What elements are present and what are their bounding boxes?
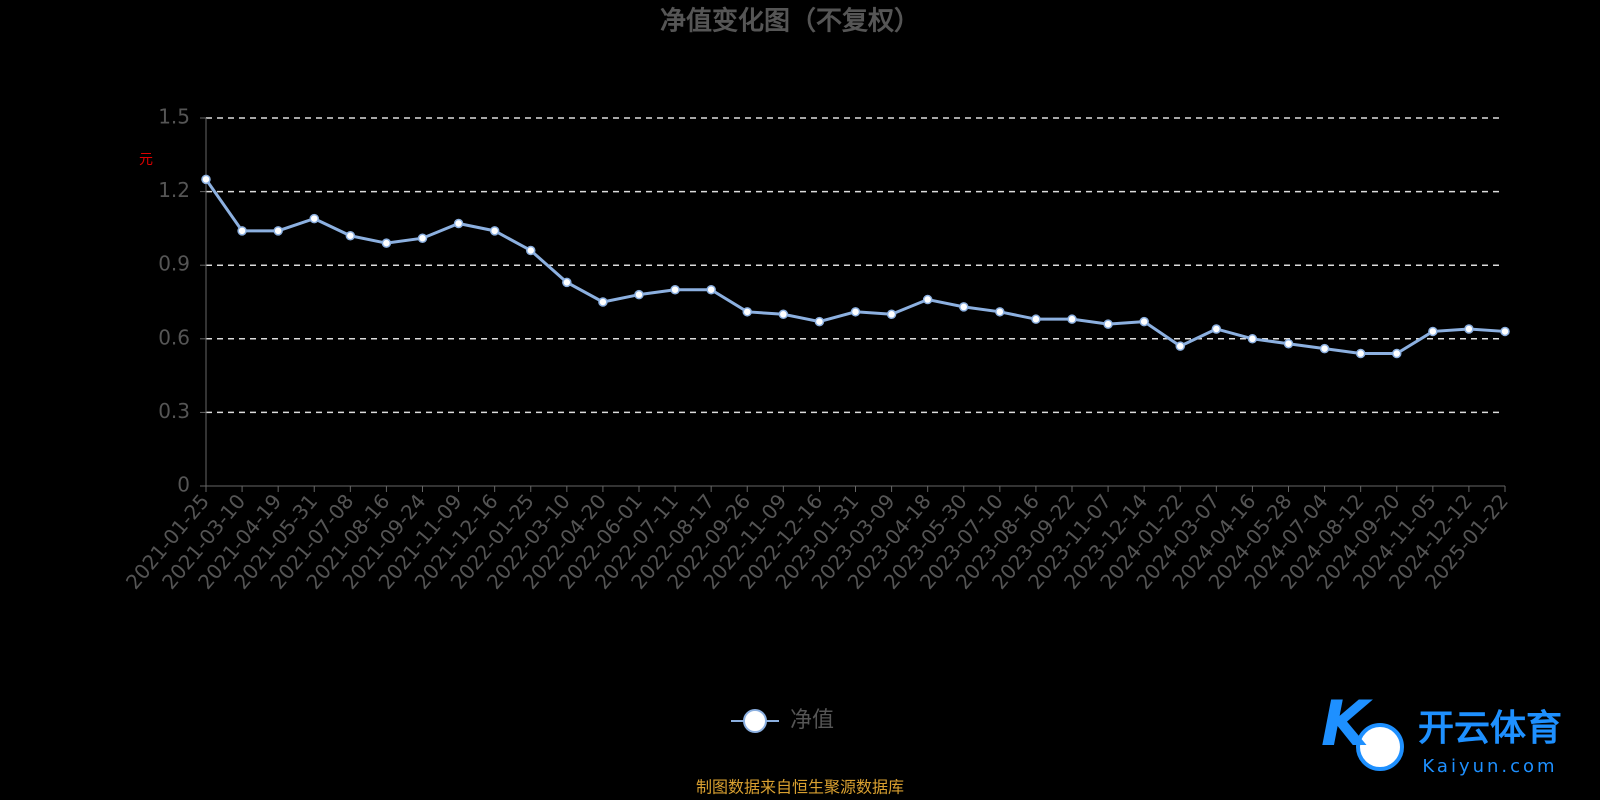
data-point (345, 231, 356, 241)
data-point (417, 233, 428, 243)
y-tick-label: 1.5 (158, 105, 190, 129)
data-point (1428, 326, 1438, 337)
data-point (959, 302, 969, 312)
data-point (1283, 338, 1294, 349)
data-point (309, 213, 319, 224)
data-point (1355, 348, 1366, 359)
data-point (995, 307, 1005, 317)
y-tick-label: 0.6 (158, 325, 190, 349)
data-point (237, 226, 247, 236)
y-axis-label: 元 (139, 152, 153, 168)
watermark-name: 开云体育 (1418, 708, 1562, 749)
data-point (489, 226, 500, 236)
data-point (1211, 324, 1222, 334)
data-point (598, 297, 608, 307)
data-point (201, 174, 211, 185)
data-point (922, 294, 933, 305)
data-point (706, 284, 716, 295)
data-point (526, 245, 536, 256)
watermark-site: Kaiyun.com (1422, 756, 1557, 777)
data-point (850, 307, 861, 317)
y-tick-label: 0.3 (158, 399, 190, 423)
data-point (742, 307, 752, 317)
data-point (1139, 316, 1149, 327)
data-point (273, 226, 283, 236)
watermark-k: K (1321, 687, 1373, 760)
data-line (204, 178, 1506, 356)
data-point (1031, 314, 1041, 324)
data-point (814, 316, 825, 327)
data-point (1319, 343, 1330, 354)
y-tick-label: 0 (177, 473, 190, 497)
data-point (1392, 348, 1402, 359)
data-point (1103, 319, 1113, 329)
data-point (634, 289, 644, 300)
legend-marker (743, 709, 767, 733)
watermark: K 开云体育 Kaiyun.com (1321, 687, 1562, 777)
data-point (670, 284, 680, 295)
data-point (381, 238, 392, 248)
data-point (1067, 314, 1077, 324)
data-point (562, 277, 572, 288)
source-note: 制图数据来自恒生聚源数据库 (696, 778, 904, 797)
data-point (1464, 324, 1474, 334)
data-point (778, 309, 789, 320)
chart-title: 净值变化图（不复权） (660, 6, 920, 37)
data-point (886, 309, 897, 320)
watermark-logo (1356, 723, 1404, 771)
y-tick-label: 1.2 (158, 178, 190, 202)
data-point (1175, 341, 1185, 351)
data-point (453, 218, 464, 229)
legend-label: 净值 (790, 708, 834, 733)
data-point (1500, 326, 1510, 337)
data-point (1247, 334, 1258, 344)
y-tick-label: 0.9 (158, 252, 190, 276)
